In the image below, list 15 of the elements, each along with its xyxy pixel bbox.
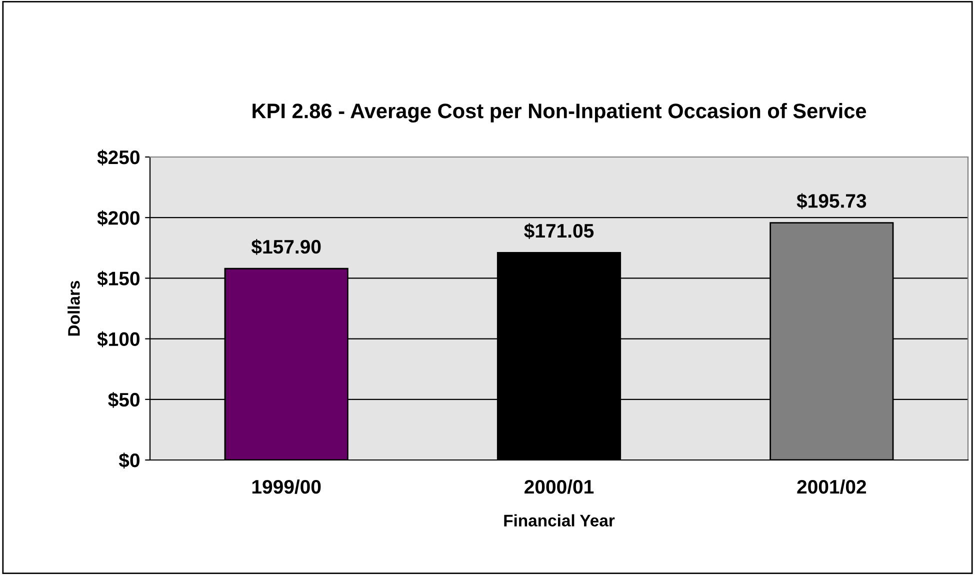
x-tick-label: 2000/01: [524, 479, 594, 494]
y-tick-label: $0: [118, 452, 140, 468]
x-tick-label: 1999/00: [252, 479, 321, 494]
data-label: $157.90: [251, 239, 321, 255]
x-axis-title: Financial Year: [504, 514, 615, 526]
y-axis-title: Dollars: [68, 280, 80, 336]
y-tick-label: $100: [97, 331, 140, 348]
data-label: $195.73: [796, 193, 866, 210]
y-tick-label: $150: [97, 270, 140, 287]
x-tick-label: 2001/02: [797, 479, 866, 494]
y-tick-label: $250: [97, 150, 140, 166]
data-label: $171.05: [524, 223, 594, 239]
chart-title: KPI 2.86 - Average Cost per Non-Inpatient Occasion of Service: [252, 103, 866, 123]
y-tick-label: $50: [108, 392, 140, 408]
y-tick-label: $200: [97, 210, 140, 226]
